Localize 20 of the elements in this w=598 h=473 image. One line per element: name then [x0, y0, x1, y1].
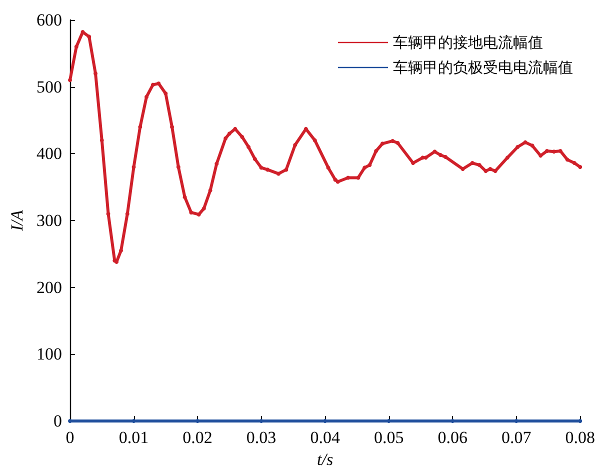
x-tick-label: 0 — [66, 428, 74, 447]
y-tick-label: 600 — [36, 10, 62, 30]
x-axis-title: t/s — [317, 450, 334, 469]
y-tick-label: 200 — [36, 278, 62, 297]
y-tick-label: 500 — [36, 77, 62, 96]
x-tick-label: 0.07 — [501, 428, 532, 447]
y-tick-label: 300 — [36, 211, 62, 230]
x-tick-label: 0.04 — [310, 428, 340, 447]
x-tick-label: 0.05 — [374, 428, 404, 447]
x-tick-label: 0.01 — [118, 428, 149, 447]
x-tick-label: 0.03 — [246, 428, 276, 447]
y-axis-title: I/A — [8, 210, 27, 232]
y-tick-label: 0 — [54, 412, 62, 430]
y-tick-label: 400 — [36, 144, 62, 164]
y-tick-label: 100 — [36, 344, 62, 364]
x-tick-label: 0.08 — [565, 428, 595, 447]
x-tick-label: 0.06 — [438, 428, 468, 447]
legend-label: 车辆甲的接地电流幅值 — [393, 34, 543, 52]
legend-label: 车辆甲的负极受电电流幅值 — [393, 58, 573, 76]
x-tick-label: 0.02 — [182, 428, 212, 447]
